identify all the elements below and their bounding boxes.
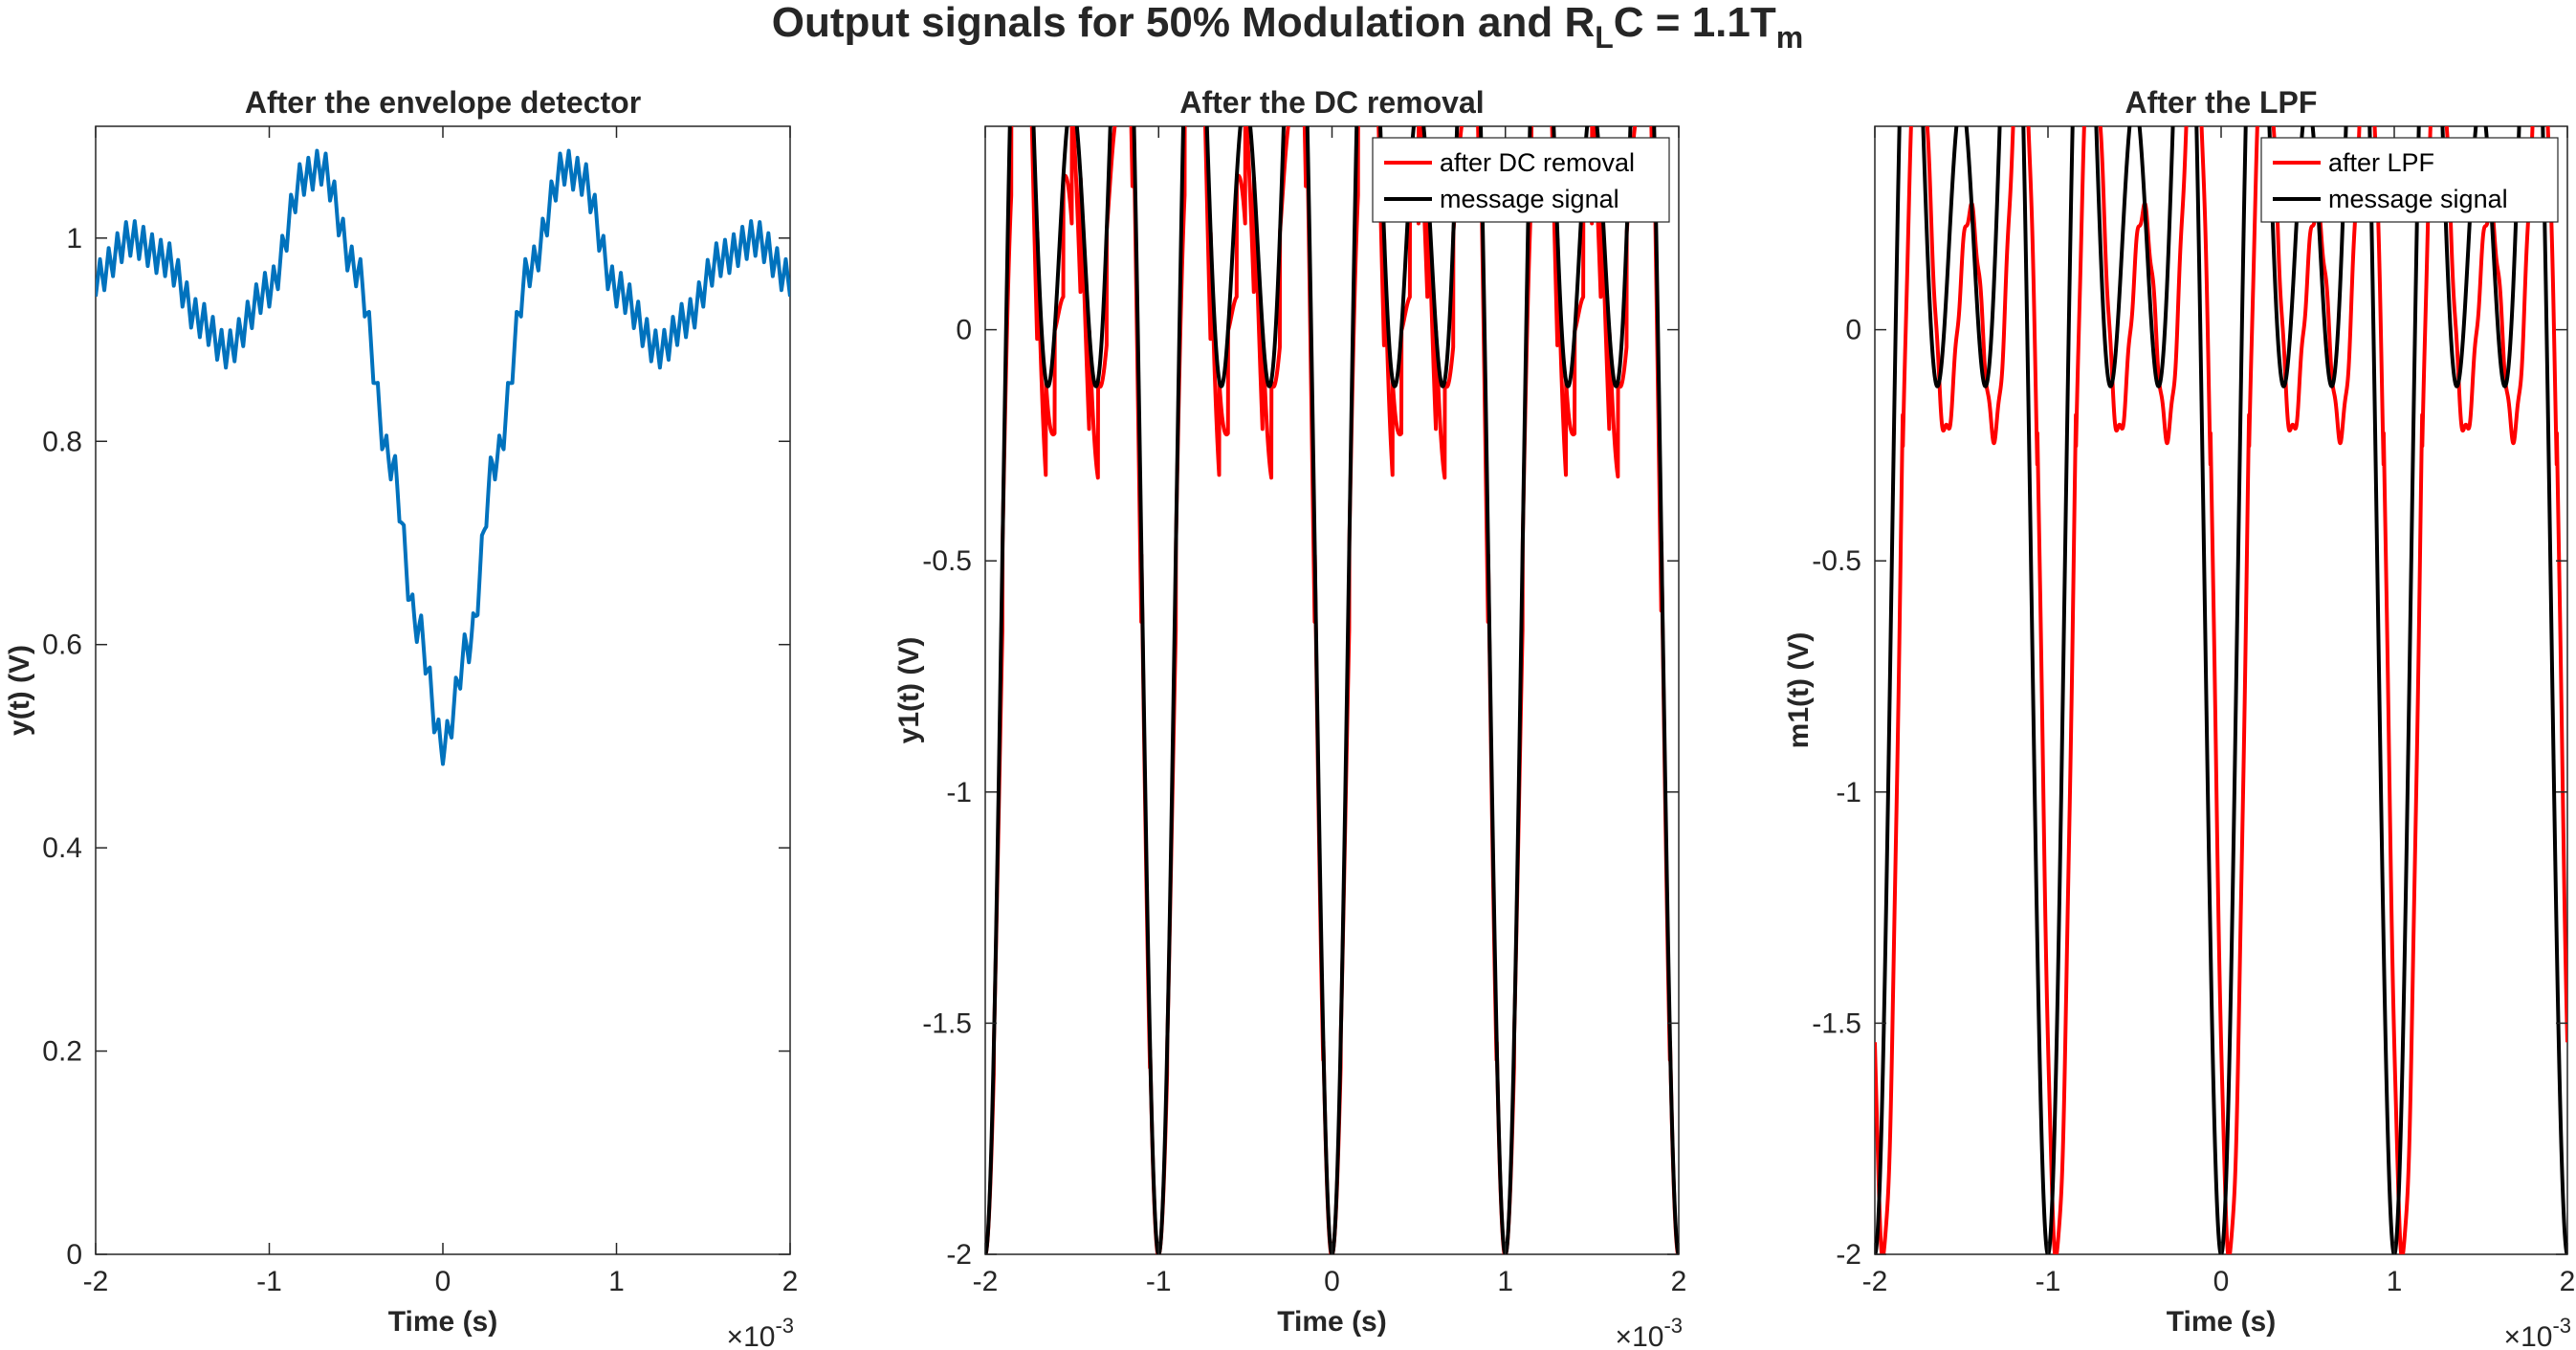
figure-title: Output signals for 50% Modulation and RL… bbox=[772, 0, 1803, 55]
x-tick-label: -1 bbox=[2036, 1266, 2061, 1297]
series-group bbox=[1875, 126, 2567, 1254]
x-tick-label: 1 bbox=[2387, 1266, 2403, 1297]
y-axis-label: y1(t) (V) bbox=[893, 637, 925, 744]
series-line-1 bbox=[985, 126, 1679, 1254]
x-exponent-label: ×10-3 bbox=[2504, 1314, 2571, 1350]
y-tick-label: 0.4 bbox=[42, 832, 82, 864]
y-tick-label: 0 bbox=[66, 1239, 82, 1271]
y-axis-label: y(t) (V) bbox=[4, 645, 35, 736]
x-tick-label: 2 bbox=[2560, 1266, 2576, 1297]
x-tick-label: -1 bbox=[256, 1266, 282, 1297]
y-axis-label: m1(t) (V) bbox=[1783, 632, 1815, 749]
legend-entry: message signal bbox=[2328, 185, 2508, 213]
series-line-1 bbox=[1875, 126, 2567, 1254]
y-tick-label: 0.2 bbox=[42, 1036, 82, 1068]
x-exponent-base: ×10 bbox=[1616, 1321, 1664, 1350]
series-line-1 bbox=[96, 148, 790, 766]
x-tick-label: 0 bbox=[1324, 1266, 1340, 1297]
y-tick-label: -1 bbox=[1836, 777, 1861, 808]
figure-title-sub2: m bbox=[1776, 20, 1803, 55]
series-line-2 bbox=[985, 126, 1679, 1254]
legend: after LPF message signal bbox=[2260, 137, 2559, 223]
axes-box bbox=[984, 125, 1680, 1255]
legend-entry: after DC removal bbox=[1440, 148, 1635, 177]
figure-title-prefix: Output signals for 50% Modulation and R bbox=[772, 0, 1595, 46]
y-tick-label: 0.8 bbox=[42, 426, 82, 457]
y-tick-label: -0.5 bbox=[1812, 545, 1861, 577]
x-exponent-label: ×10-3 bbox=[1616, 1314, 1683, 1350]
subplot-1: After the envelope detector -2 -1 0 1 2 0 0.2 0.… bbox=[4, 85, 798, 1350]
x-exponent-power: -3 bbox=[1663, 1314, 1683, 1338]
y-tick-label: 0 bbox=[1845, 315, 1861, 346]
x-tick-label: -2 bbox=[1862, 1266, 1888, 1297]
subplot-title: After the LPF bbox=[2125, 85, 2318, 120]
x-axis-label: Time (s) bbox=[2167, 1306, 2276, 1338]
legend: after DC removal message signal bbox=[1372, 137, 1670, 223]
figure-title-middle: C = 1.1T bbox=[1614, 0, 1776, 46]
subplot-2: After the DC removal -2 -1 0 1 2 -2 -1.5 -1 -0.5 0… bbox=[893, 85, 1687, 1350]
subplot-title: After the envelope detector bbox=[245, 85, 641, 120]
y-tick-label: -1.5 bbox=[922, 1007, 972, 1039]
x-tick-label: 0 bbox=[2213, 1266, 2230, 1297]
legend-entry: message signal bbox=[1440, 185, 1619, 213]
legend-box bbox=[1372, 137, 1670, 223]
y-tick-label: -2 bbox=[946, 1239, 972, 1271]
y-tick-label: 0.6 bbox=[42, 630, 82, 661]
x-tick-label: -2 bbox=[83, 1266, 109, 1297]
y-tick-label: 0 bbox=[956, 315, 972, 346]
y-tick-label: -0.5 bbox=[922, 545, 972, 577]
subplot-3: After the LPF -2 -1 0 1 2 -2 -1.5 -1 -0.5 0 Time (s… bbox=[1783, 85, 2576, 1350]
x-exponent-power: -3 bbox=[2552, 1314, 2571, 1338]
x-tick-label: 0 bbox=[435, 1266, 451, 1297]
x-tick-label: -2 bbox=[973, 1266, 999, 1297]
y-tick-label: -1 bbox=[946, 777, 972, 808]
x-exponent-label: ×10-3 bbox=[727, 1314, 794, 1350]
x-tick-label: 2 bbox=[1671, 1266, 1687, 1297]
x-tick-label: 1 bbox=[608, 1266, 625, 1297]
figure-title-sub1: L bbox=[1595, 20, 1614, 55]
legend-entry: after LPF bbox=[2328, 148, 2434, 177]
x-tick-label: 1 bbox=[1497, 1266, 1513, 1297]
series-group bbox=[96, 148, 790, 766]
y-tick-label: -2 bbox=[1836, 1239, 1861, 1271]
x-exponent-base: ×10 bbox=[727, 1321, 776, 1350]
x-tick-label: 2 bbox=[782, 1266, 799, 1297]
series-group bbox=[985, 126, 1679, 1254]
legend-box bbox=[2260, 137, 2559, 223]
x-axis-label: Time (s) bbox=[388, 1306, 497, 1338]
x-axis-label: Time (s) bbox=[1277, 1306, 1386, 1338]
x-exponent-base: ×10 bbox=[2504, 1321, 2553, 1350]
y-tick-label: 1 bbox=[66, 223, 82, 255]
y-tick-label: -1.5 bbox=[1812, 1007, 1861, 1039]
axes-box bbox=[95, 125, 791, 1255]
subplot-title: After the DC removal bbox=[1179, 85, 1484, 120]
x-tick-label: -1 bbox=[1146, 1266, 1172, 1297]
x-exponent-power: -3 bbox=[775, 1314, 794, 1338]
series-line-2 bbox=[1875, 126, 2567, 1254]
subplots: After the envelope detector -2 -1 0 1 2 0 0.2 0.… bbox=[4, 85, 2576, 1350]
